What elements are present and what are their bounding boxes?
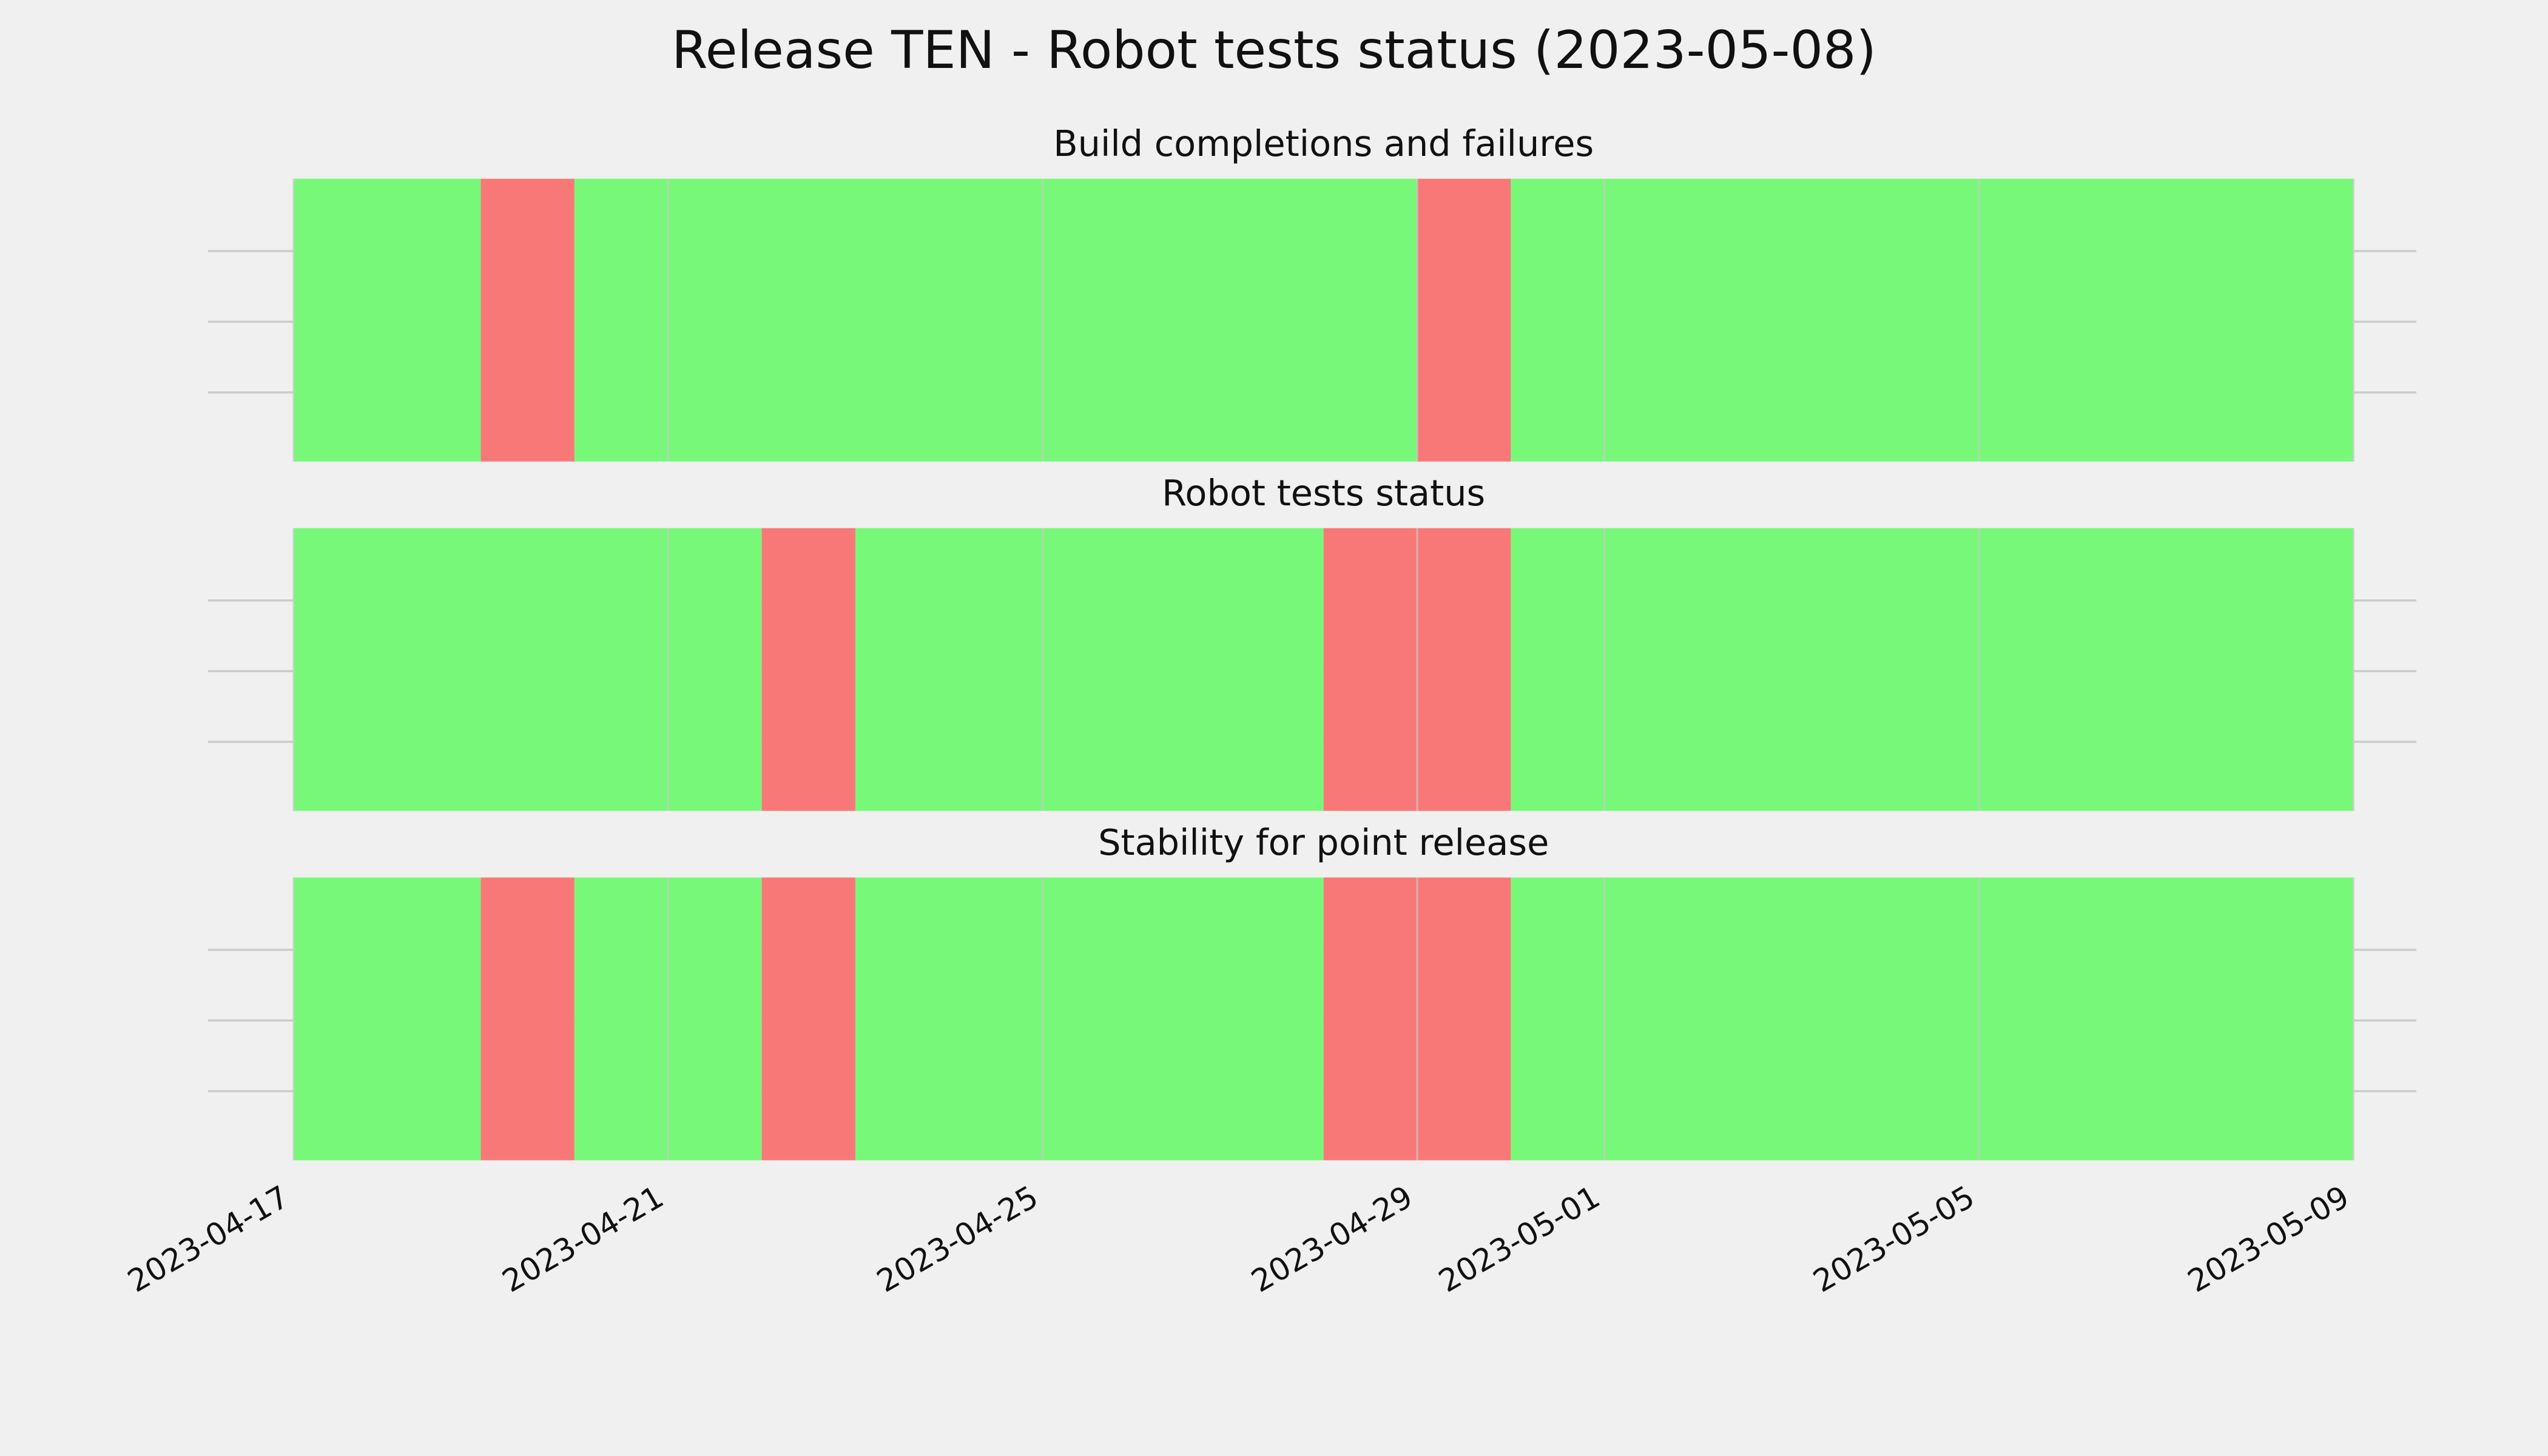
status-span [1511, 178, 2354, 462]
panel-title: Build completions and failures [1053, 123, 1594, 164]
status-span [1511, 877, 2354, 1161]
status-span [1417, 178, 1511, 462]
status-span [761, 528, 855, 811]
status-span [293, 178, 481, 462]
status-span [480, 877, 575, 1161]
status-span [574, 178, 1418, 462]
status-span [293, 528, 762, 811]
panel-title: Robot tests status [1162, 472, 1485, 514]
status-span [293, 877, 481, 1161]
status-span [761, 877, 855, 1161]
status-span [855, 877, 1324, 1161]
status-span [1511, 528, 2354, 811]
panel-title: Stability for point release [1098, 821, 1549, 863]
status-span [855, 528, 1324, 811]
figure-title: Release TEN - Robot tests status (2023-0… [672, 20, 1876, 81]
status-span [480, 178, 575, 462]
